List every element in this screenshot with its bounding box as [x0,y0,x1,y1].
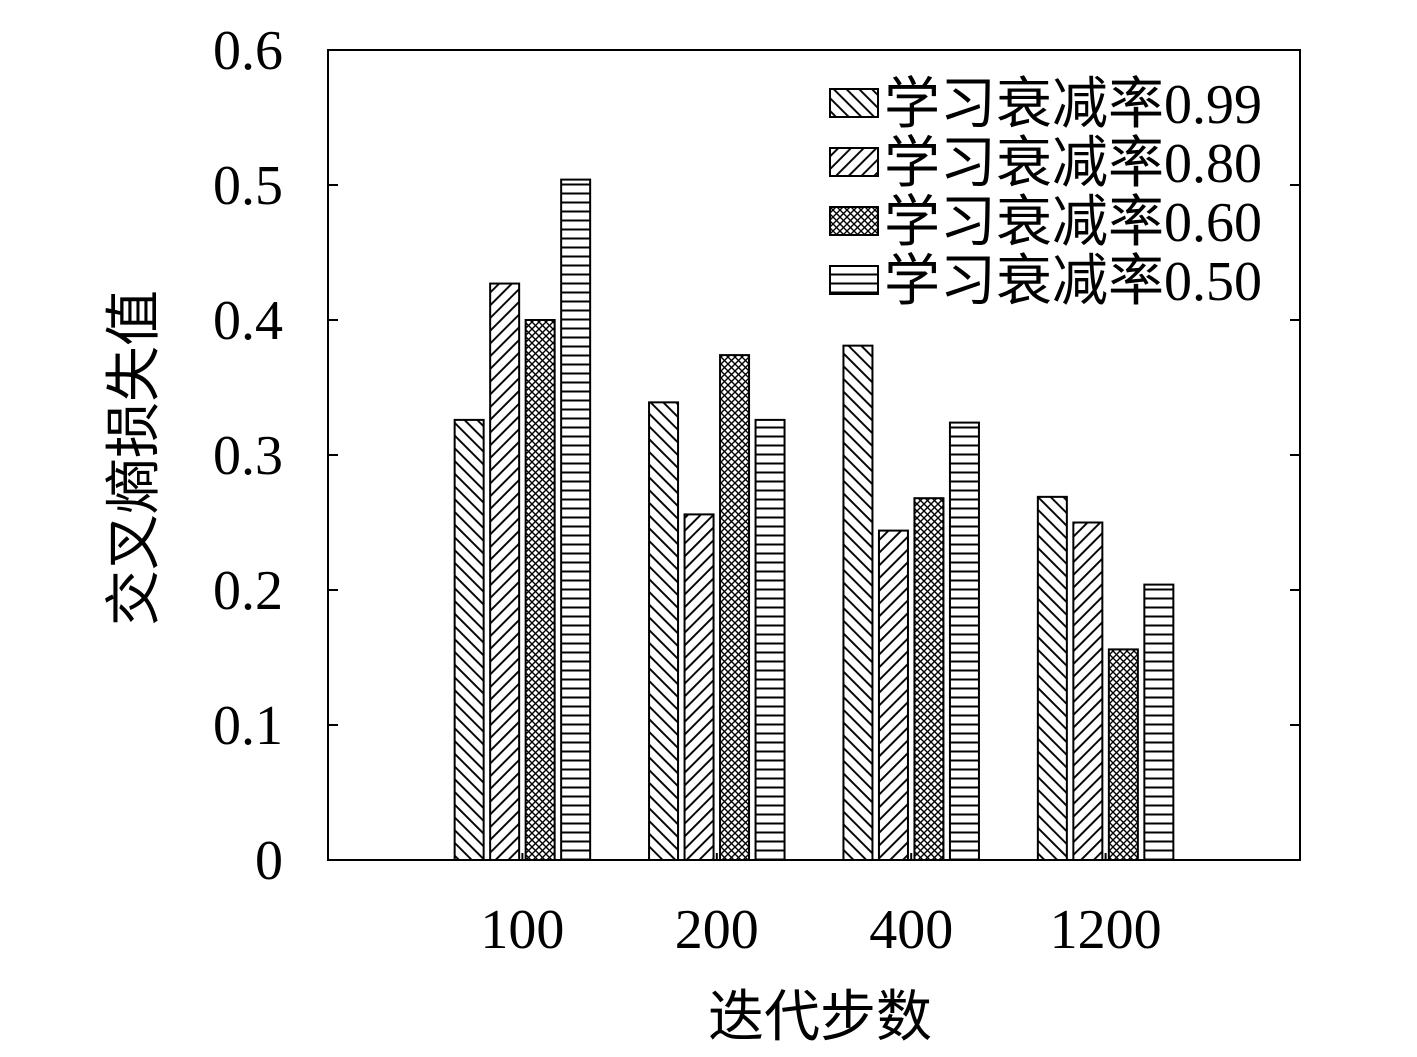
legend-swatch [829,147,879,177]
bar-400-series-1 [877,529,909,861]
x-tick-label: 1200 [1050,899,1162,961]
x-axis-label: 迭代步数 [708,987,932,1049]
y-tick-label: 0.4 [213,290,283,352]
y-tick-labels: 0 0.1 0.2 0.3 0.4 0.5 0.6 [213,20,283,892]
bar-400-series-0 [842,344,874,861]
x-tick-label: 200 [675,899,759,961]
y-tick-label: 0.1 [213,695,283,757]
x-tick-label: 400 [869,899,953,961]
bar-100-series-1 [489,282,521,861]
bar-1200-series-2 [1107,648,1139,862]
bar-100-series-2 [524,319,556,861]
bar-400-series-2 [913,497,945,861]
legend-entry: 学习衰减率0.60 [829,192,1262,254]
bar-100-series-0 [453,418,485,861]
plot-frame [327,49,1301,861]
bar-200-series-2 [719,354,751,861]
legend-label: 学习衰减率0.60 [884,192,1262,254]
bar-400-series-3 [948,421,980,861]
legend-label: 学习衰减率0.50 [884,251,1262,313]
legend-swatch [829,88,879,118]
bar-200-series-1 [683,513,715,862]
legend-label: 学习衰减率0.99 [884,74,1262,136]
bar-1200-series-1 [1072,521,1104,861]
bar-200-series-0 [648,401,680,861]
legend-swatch [829,265,879,295]
legend-entry: 学习衰减率0.50 [829,251,1262,313]
legend-label: 学习衰减率0.80 [884,133,1262,195]
y-tick-label: 0.6 [213,20,283,82]
legend-swatch [829,206,879,236]
x-tick-label: 100 [480,899,564,961]
bar-200-series-3 [754,418,786,861]
bar-100-series-3 [560,178,592,862]
bar-1200-series-0 [1036,495,1068,861]
legend-entry: 学习衰减率0.80 [829,133,1262,195]
bars [453,178,1175,862]
y-axis-label: 交叉熵损失值 [104,290,166,626]
y-tick-label: 0.3 [213,425,283,487]
y-tick-label: 0 [255,830,283,892]
legend-entry: 学习衰减率0.99 [829,74,1262,136]
bar-1200-series-3 [1143,583,1175,861]
y-tick-label: 0.5 [213,155,283,217]
x-tick-labels: 100 200 400 1200 [480,899,1161,961]
y-tick-label: 0.2 [213,560,283,622]
